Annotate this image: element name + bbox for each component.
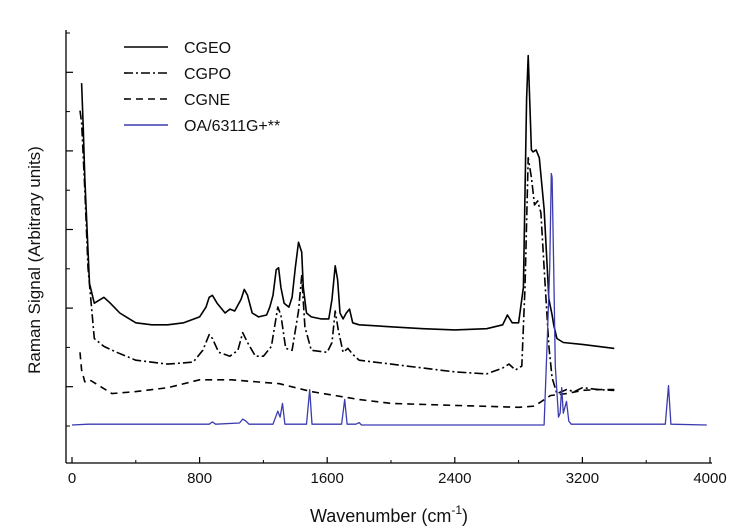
series-group xyxy=(71,54,707,426)
x-axis-label-main: Wavenumber (cm xyxy=(310,506,451,526)
series-line-cgne xyxy=(79,352,615,409)
y-axis-label: Raman Signal (Arbitrary units) xyxy=(25,146,44,374)
series-line-oa-6311g xyxy=(71,172,707,426)
x-tick-label: 3200 xyxy=(566,470,599,487)
x-tick-label: 4000 xyxy=(693,470,726,487)
x-tick-label: 1600 xyxy=(311,470,344,487)
series-line-cgpo xyxy=(79,110,615,395)
x-tick-label: 0 xyxy=(68,470,76,487)
plot-area xyxy=(65,30,712,464)
legend: CGEO CGPO CGNE OA/6311G+** xyxy=(124,40,280,135)
x-tick-label: 2400 xyxy=(438,470,471,487)
legend-label-cgpo: CGPO xyxy=(184,66,231,83)
legend-label-cgne: CGNE xyxy=(184,92,230,109)
legend-label-cgeo: CGEO xyxy=(184,40,231,57)
x-axis-label-close: ) xyxy=(462,506,468,526)
x-axis-ticks: 0 800 1600 2400 3200 4000 xyxy=(68,457,727,487)
x-tick-label: 800 xyxy=(187,470,212,487)
x-axis-label: Wavenumber (cm-1) xyxy=(310,503,468,526)
legend-label-oa: OA/6311G+** xyxy=(184,118,280,135)
series-line-cgeo xyxy=(80,54,615,350)
x-axis-label-superscript: -1 xyxy=(451,503,462,517)
y-axis-ticks xyxy=(66,32,73,427)
